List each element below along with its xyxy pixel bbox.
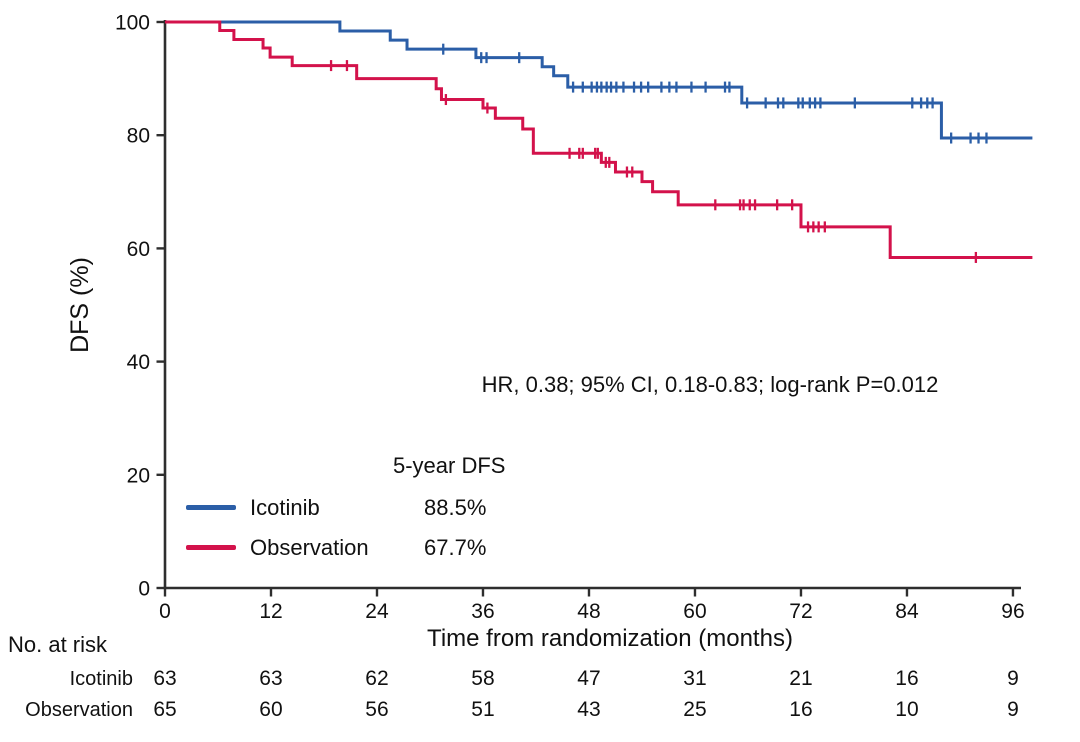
x-tick-label: 84 [895, 600, 919, 623]
y-axis-title: DFS (%) [66, 257, 94, 353]
risk-count: 16 [895, 667, 919, 690]
risk-table-title: No. at risk [8, 632, 108, 657]
x-tick-label: 24 [365, 600, 389, 623]
x-tick-label: 60 [683, 600, 706, 623]
risk-count: 51 [471, 698, 495, 721]
y-tick-label: 80 [127, 125, 150, 148]
risk-count: 9 [1007, 667, 1019, 690]
risk-count: 16 [789, 698, 813, 721]
risk-count: 56 [365, 698, 389, 721]
y-tick-label: 60 [127, 238, 150, 261]
risk-count: 21 [789, 667, 813, 690]
risk-count: 25 [683, 698, 707, 721]
y-tick-label: 40 [127, 351, 150, 374]
y-tick-label: 100 [115, 12, 150, 35]
icotinib-curve [165, 20, 1033, 140]
legend-value-observation: 67.7% [424, 535, 487, 560]
legend-header: 5-year DFS [393, 453, 506, 478]
legend-value-icotinib: 88.5% [424, 495, 487, 520]
legend-swatch-icotinib [186, 505, 236, 510]
risk-row-label-icotinib: Icotinib [69, 668, 133, 690]
risk-count: 62 [365, 667, 389, 690]
risk-count: 31 [683, 667, 707, 690]
x-tick-label: 48 [577, 600, 600, 623]
risk-count: 63 [153, 667, 177, 690]
risk-count: 63 [259, 667, 283, 690]
legend-label-icotinib: Icotinib [250, 495, 320, 520]
x-tick-label: 96 [1001, 600, 1024, 623]
risk-count: 58 [471, 667, 495, 690]
risk-count: 43 [577, 698, 601, 721]
x-tick-label: 0 [159, 600, 171, 623]
legend-label-observation: Observation [250, 535, 369, 560]
risk-count: 10 [895, 698, 919, 721]
stats-annotation: HR, 0.38; 95% CI, 0.18-0.83; log-rank P=… [481, 372, 939, 397]
risk-count: 65 [153, 698, 177, 721]
y-tick-label: 0 [138, 578, 150, 601]
y-tick-label: 20 [127, 464, 150, 487]
x-tick-label: 72 [789, 600, 812, 623]
observation-curve [165, 20, 1033, 259]
legend-swatch-observation [186, 545, 236, 550]
risk-count: 47 [577, 667, 601, 690]
risk-count: 60 [259, 698, 283, 721]
risk-count: 9 [1007, 698, 1019, 721]
risk-row-label-observation: Observation [25, 699, 133, 721]
x-tick-label: 36 [471, 600, 494, 623]
x-tick-label: 12 [259, 600, 282, 623]
x-axis-title: Time from randomization (months) [427, 625, 793, 652]
